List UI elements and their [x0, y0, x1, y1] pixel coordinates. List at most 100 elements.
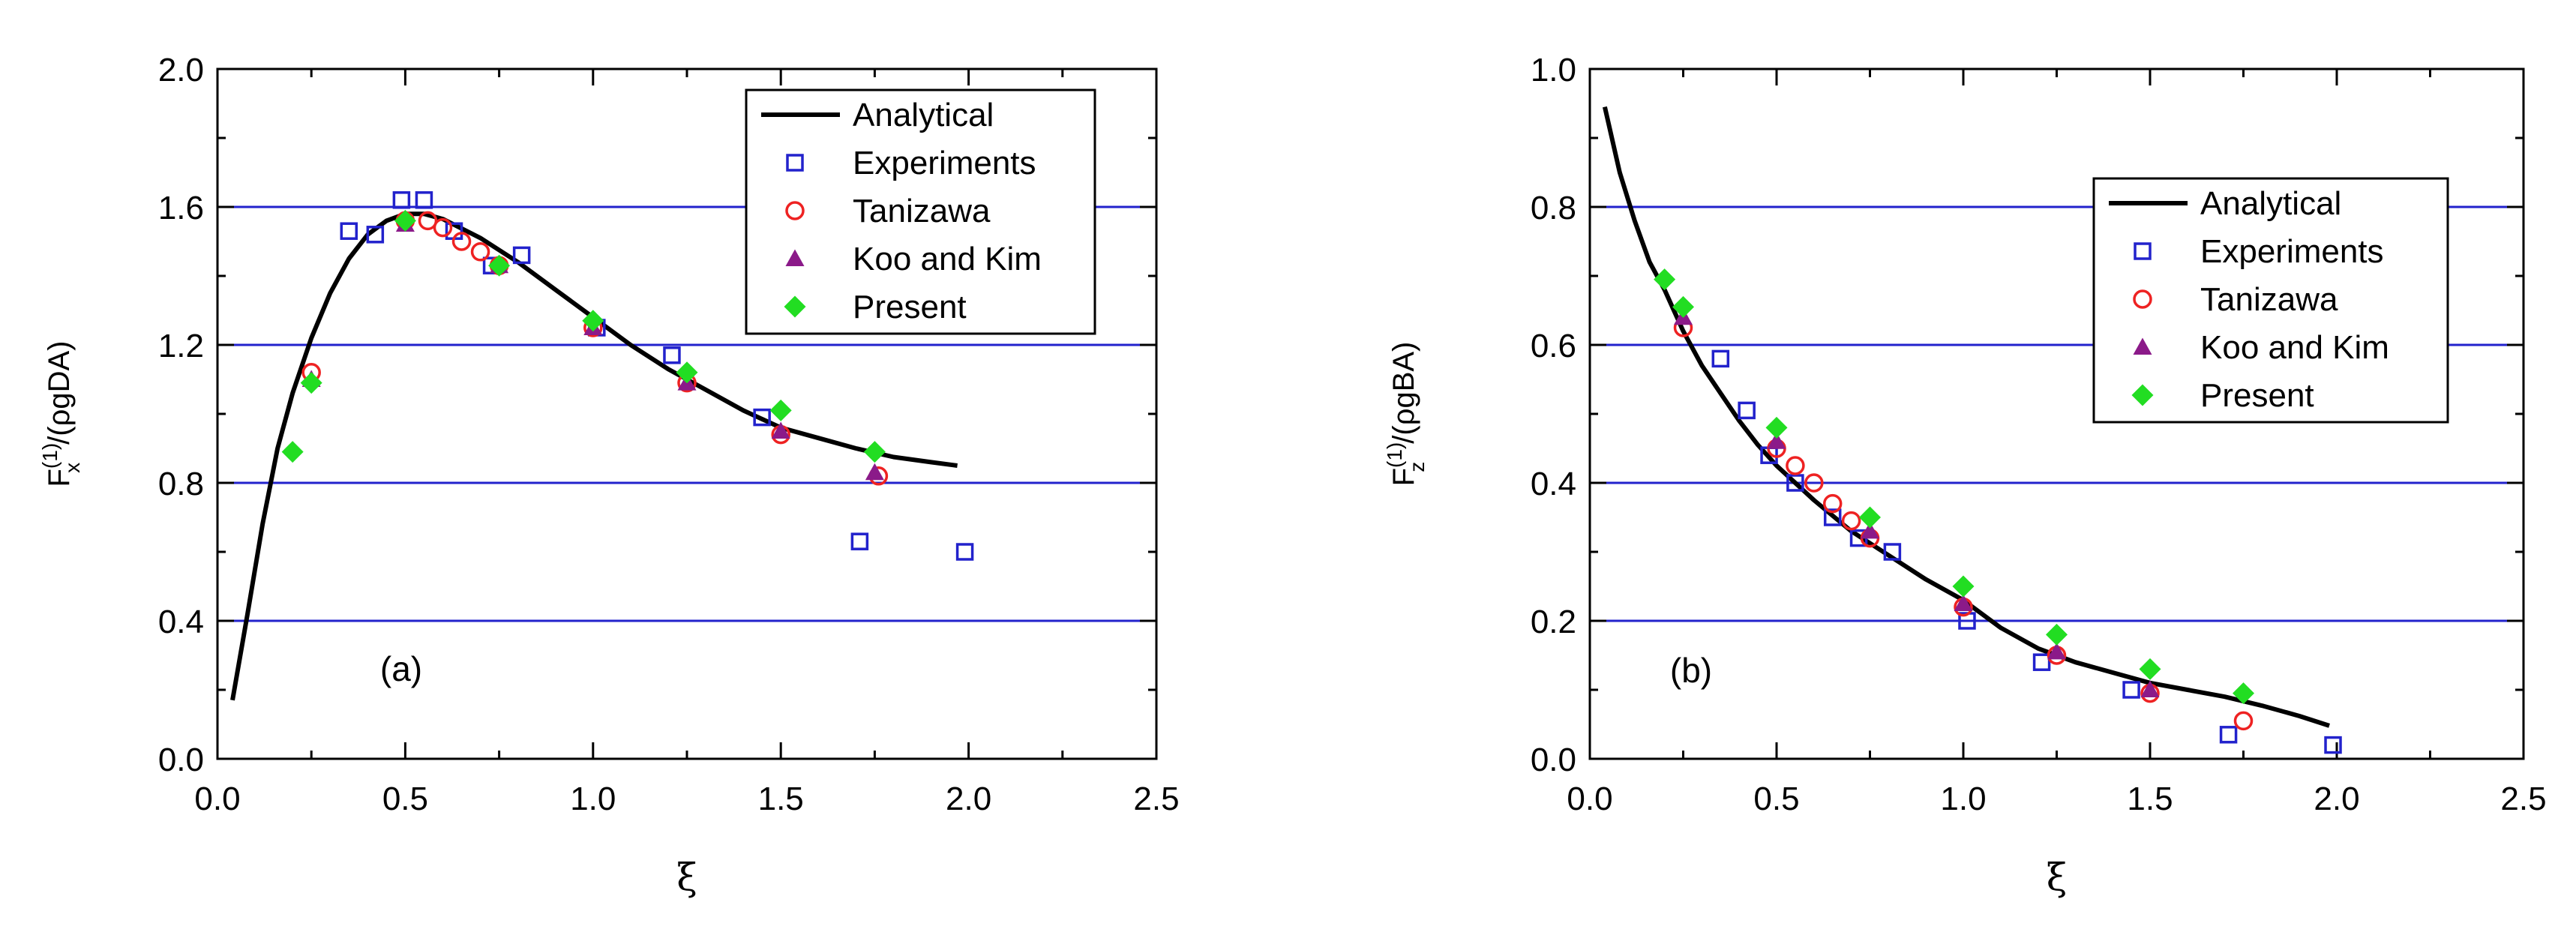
y-label-rest: /(ρgBA)	[1387, 342, 1420, 444]
legend-label: Present	[853, 289, 967, 325]
data-point	[2233, 682, 2254, 705]
data-point	[1883, 543, 1902, 561]
x-tick-label: 0.5	[1753, 781, 1799, 817]
legend-label: Experiments	[853, 145, 1036, 181]
legend-swatch	[2134, 242, 2152, 260]
x-axis-label: ξ	[676, 856, 697, 899]
legend-swatch	[2133, 289, 2152, 309]
data-point	[663, 346, 681, 364]
x-axis-label: ξ	[2047, 856, 2068, 899]
data-point	[392, 191, 411, 209]
chart-panel-a: 0.0 0.5 1.0 1.5 2.0 2.5 0.0 0.4 0.8 1.2 1.6 2.0 ξ F(1…	[38, 52, 1180, 899]
legend-label: Analytical	[853, 97, 994, 133]
y-axis-label: F(1)z /(ρgBA)	[1383, 342, 1429, 487]
y-tick-label: 0.8	[158, 466, 204, 502]
panel-annotation: (b)	[1670, 651, 1712, 690]
data-point	[1767, 432, 1786, 449]
data-point	[1672, 295, 1694, 318]
data-point	[769, 399, 792, 421]
data-point	[582, 310, 604, 332]
y-label-subscript: z	[1405, 462, 1429, 472]
data-point	[300, 372, 322, 394]
x-tick-label: 1.0	[1940, 781, 1986, 817]
y-tick-label: 1.0	[1531, 52, 1576, 88]
data-point	[418, 211, 438, 231]
data-point	[2032, 653, 2051, 671]
data-point	[1861, 521, 1879, 539]
data-point	[2139, 658, 2161, 680]
y-label-superscript: (1)	[38, 443, 61, 469]
data-point	[865, 463, 884, 481]
data-point	[2324, 736, 2342, 754]
y-label-subscript: x	[61, 463, 84, 473]
legend-swatch	[784, 295, 806, 318]
y-tick-label: 1.2	[158, 328, 204, 364]
data-point	[451, 232, 472, 251]
data-point	[2122, 681, 2140, 699]
legend-label: Present	[2200, 377, 2314, 414]
series-analytical	[230, 211, 958, 701]
data-point	[1786, 456, 1805, 475]
legend-swatch	[786, 154, 804, 172]
data-point	[340, 222, 358, 240]
data-point	[2219, 726, 2238, 744]
data-point	[850, 532, 869, 550]
data-point	[1786, 474, 1804, 492]
legend-swatch	[2133, 337, 2152, 355]
x-tick-label: 2.5	[1133, 781, 1179, 817]
series-koo-and-kim	[1674, 307, 2160, 697]
legend-swatch	[2131, 384, 2154, 406]
legend-label: Tanizawa	[2200, 281, 2338, 318]
data-point	[1765, 416, 1788, 439]
legend-label: Koo and Kim	[2200, 329, 2389, 366]
data-point	[2046, 623, 2068, 646]
x-tick-label: 2.5	[2500, 781, 2546, 817]
data-point	[676, 361, 698, 384]
y-axis-label: F(1)x /(ρgDA)	[38, 341, 84, 487]
data-point	[1841, 511, 1861, 531]
legend-label: Experiments	[2200, 233, 2384, 270]
legend-box	[2092, 177, 2449, 424]
data-point	[1952, 575, 1975, 598]
y-label-rest: /(ρgDA)	[43, 341, 76, 445]
x-tick-label: 2.0	[946, 781, 991, 817]
data-point	[394, 209, 416, 232]
legend-label: Analytical	[2200, 185, 2341, 222]
x-tick-label: 1.0	[570, 781, 616, 817]
x-tick-label: 1.5	[2127, 781, 2173, 817]
data-point	[2140, 680, 2160, 697]
y-label-base: F	[1387, 468, 1420, 486]
data-point	[470, 242, 490, 262]
data-point	[433, 217, 453, 238]
data-point	[1654, 268, 1676, 291]
data-point	[488, 254, 511, 277]
data-point	[1822, 493, 1843, 514]
x-tick-label: 0.5	[382, 781, 428, 817]
y-tick-label: 0.2	[1531, 604, 1576, 640]
x-tick-label: 0.0	[194, 781, 240, 817]
data-point	[1804, 473, 1824, 493]
data-point	[366, 226, 385, 244]
data-point	[281, 441, 304, 463]
series-present	[1654, 268, 2254, 705]
data-point	[1711, 349, 1730, 368]
y-tick-label: 0.4	[1531, 466, 1576, 502]
analytical-curve	[230, 211, 958, 701]
legend-label: Tanizawa	[853, 193, 991, 229]
data-point	[771, 421, 790, 439]
x-tick-label: 2.0	[2314, 781, 2359, 817]
data-point	[1823, 508, 1842, 526]
y-tick-label: 0.8	[1531, 190, 1576, 226]
legend-label: Koo and Kim	[853, 241, 1042, 277]
data-point	[1738, 401, 1756, 420]
data-point	[2047, 642, 2066, 660]
legend: Analytical Experiments Tanizawa Koo and Kim…	[2092, 177, 2449, 424]
series-present	[281, 209, 886, 463]
legend-swatch	[785, 201, 805, 220]
y-label-base: F	[43, 469, 76, 487]
legend: Analytical Experiments Tanizawa Koo and Kim…	[745, 88, 1096, 335]
legend-swatch	[785, 249, 805, 266]
data-point	[863, 441, 886, 463]
data-point	[2233, 711, 2254, 731]
